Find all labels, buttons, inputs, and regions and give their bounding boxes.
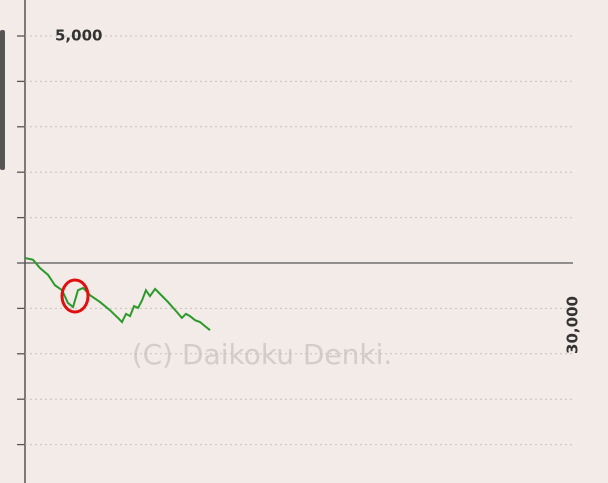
x-tick-label: 30,000 — [564, 296, 582, 354]
highlight-circle — [60, 278, 90, 314]
side-tab — [0, 30, 5, 170]
watermark: (C) Daikoku Denki. — [132, 338, 393, 371]
y-tick-label: 5,000 — [55, 27, 102, 45]
y-tick-label: 5,000 — [55, 481, 102, 483]
data-line — [24, 257, 211, 331]
